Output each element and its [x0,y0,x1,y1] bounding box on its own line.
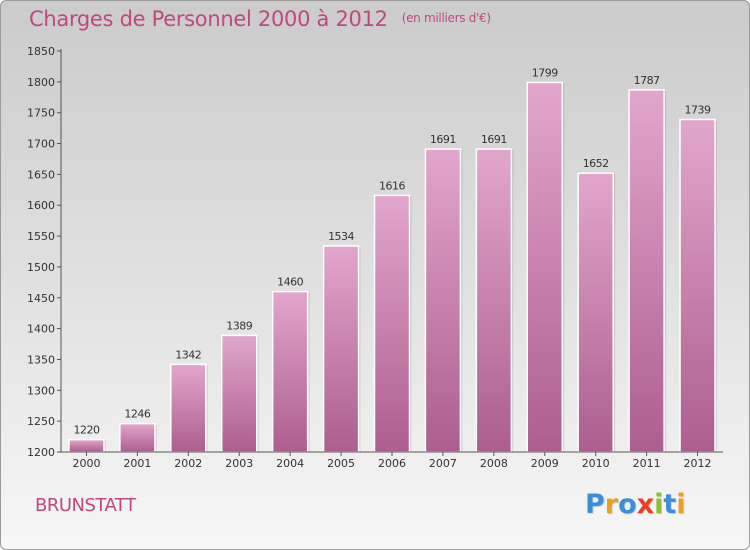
x-tick-label: 2006 [378,457,406,470]
y-tick-label: 1200 [27,446,55,459]
bar [322,245,360,453]
proxiti-logo: Proxiti [585,489,686,520]
y-tick-label: 1550 [27,230,55,243]
place-name: BRUNSTATT [35,495,136,516]
chart-title: Charges de Personnel 2000 à 2012 (en mill… [29,7,491,31]
y-tick-label: 1700 [27,138,55,151]
bar [220,334,258,453]
bar [424,148,462,453]
y-tick-label: 1300 [27,384,55,397]
bar [577,172,614,453]
x-tick-label: 2010 [582,457,610,470]
y-tick-label: 1400 [27,323,55,336]
chart-subtitle: (en milliers d'€) [401,11,491,25]
x-tick-label: 2012 [684,457,712,470]
x-tick-label: 2002 [174,457,202,470]
y-tick-label: 1850 [27,45,55,58]
x-tick-label: 2000 [72,457,100,470]
bar-value-label: 1460 [277,276,303,289]
bar-value-label: 1652 [583,157,609,170]
logo-letter: P [585,489,605,520]
x-tick-label: 2003 [225,457,253,470]
bar-value-label: 1246 [124,408,150,421]
bar-value-label: 1691 [430,133,456,146]
x-tick-label: 2007 [429,457,457,470]
bar-value-label: 1616 [379,179,405,192]
logo-letter: t [663,489,677,520]
bar [170,363,207,453]
x-tick-label: 2009 [531,457,559,470]
bar [271,290,309,453]
bar-value-label: 1739 [685,103,711,116]
bar [373,194,411,453]
x-tick-label: 2011 [633,457,661,470]
logo-letter: o [618,489,637,520]
bar [679,118,716,453]
axes-group: 1200 1250 1300 1350 1400 1450 1500 1550 1600 1650… [27,45,723,470]
bar-value-label: 1220 [73,424,99,437]
y-tick-label: 1500 [27,261,55,274]
logo-letter: i [676,489,686,520]
y-tick-label: 1250 [27,415,55,428]
bar-value-label: 1787 [634,74,660,87]
x-tick-label: 2004 [276,457,304,470]
title-text: Charges de Personnel 2000 à 2012 [29,7,388,31]
bar [119,422,156,453]
logo-letter: r [604,489,619,520]
x-tick-label: 2005 [327,457,355,470]
bar [628,89,665,453]
bar-value-label: 1799 [532,66,558,79]
bar [475,148,513,453]
bar-value-label: 1389 [226,319,252,332]
x-tick-label: 2008 [480,457,508,470]
bar-value-label: 1691 [481,133,507,146]
bar-value-label: 1342 [175,348,201,361]
bar-value-label: 1534 [328,230,354,243]
logo-letter: i [654,489,664,520]
y-tick-label: 1450 [27,292,55,305]
bar [68,438,105,453]
x-tick-label: 2001 [123,457,151,470]
bars-group: 1220 1246 1342 1389 1460 1534 1616 1691 1691 1799… [68,66,718,453]
y-tick-label: 1650 [27,168,55,181]
y-tick-label: 1350 [27,353,55,366]
y-tick-label: 1750 [27,107,55,120]
logo-letter: x [636,489,655,520]
y-tick-label: 1600 [27,199,55,212]
bar [526,81,564,453]
y-tick-label: 1800 [27,76,55,89]
